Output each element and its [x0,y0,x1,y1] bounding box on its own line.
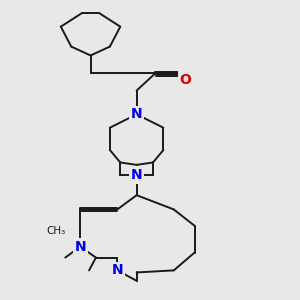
Text: N: N [74,240,86,254]
Text: O: O [180,73,192,87]
Text: N: N [131,168,142,182]
Text: N: N [131,107,142,121]
Text: CH₃: CH₃ [47,226,66,236]
Text: N: N [112,263,123,278]
